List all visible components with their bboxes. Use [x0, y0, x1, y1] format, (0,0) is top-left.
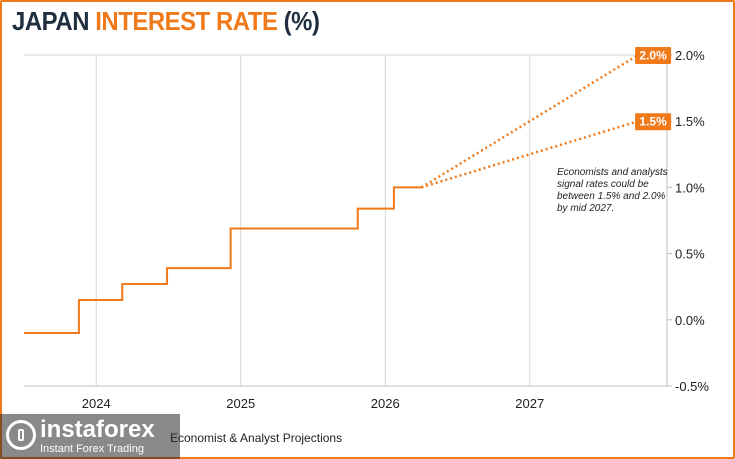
y-tick-label: 0.0% [675, 313, 705, 328]
annotation-line: by mid 2027. [557, 203, 614, 214]
annotation-line: Economists and analysts [557, 167, 668, 178]
title-part-country: JAPAN [12, 6, 96, 36]
watermark-name: instaforex [40, 416, 155, 443]
y-tick-label: 0.5% [675, 247, 705, 262]
y-tick-label: -0.5% [675, 379, 709, 394]
instaforex-logo-icon [6, 420, 36, 450]
rate-step-line [24, 186, 422, 335]
watermark-tagline: Instant Forex Trading [40, 443, 144, 455]
annotation-line: signal rates could be [557, 179, 649, 190]
end-label: 1.5% [639, 115, 667, 129]
x-tick-label: 2027 [515, 396, 544, 411]
annotation-line: between 1.5% and 2.0% [557, 191, 666, 202]
projection-line [420, 53, 639, 189]
y-tick-label: 1.0% [675, 180, 705, 195]
x-tick-label: 2026 [371, 396, 400, 411]
title-part-metric: INTEREST RATE [95, 6, 278, 36]
chart-title: JAPAN INTEREST RATE (%) [12, 6, 320, 37]
y-tick-label: 2.0% [675, 48, 705, 63]
title-part-unit: (%) [277, 6, 320, 36]
y-tick-label: 1.5% [675, 114, 705, 129]
x-tick-label: 2024 [82, 396, 111, 411]
end-label-box [635, 113, 672, 131]
x-tick-label: 2025 [226, 396, 255, 411]
end-label-box [635, 47, 672, 64]
source-note: Economist & Analyst Projections [170, 431, 343, 445]
end-label: 2.0% [639, 49, 667, 63]
